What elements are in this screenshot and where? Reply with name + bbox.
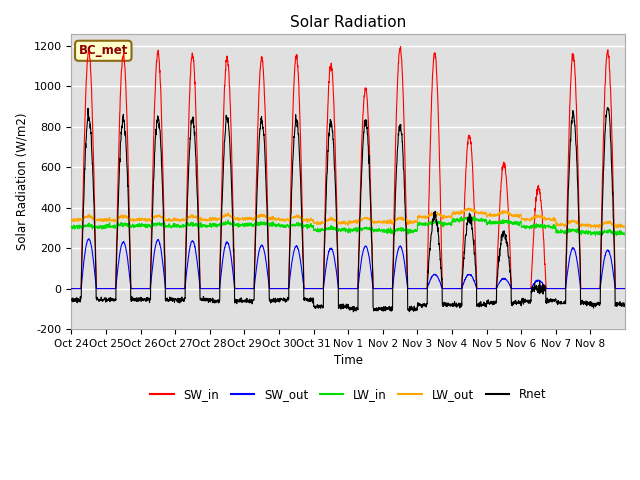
X-axis label: Time: Time (333, 354, 363, 367)
Y-axis label: Solar Radiation (W/m2): Solar Radiation (W/m2) (15, 113, 28, 250)
Legend: SW_in, SW_out, LW_in, LW_out, Rnet: SW_in, SW_out, LW_in, LW_out, Rnet (145, 384, 551, 406)
Text: BC_met: BC_met (79, 44, 128, 57)
Title: Solar Radiation: Solar Radiation (290, 15, 406, 30)
